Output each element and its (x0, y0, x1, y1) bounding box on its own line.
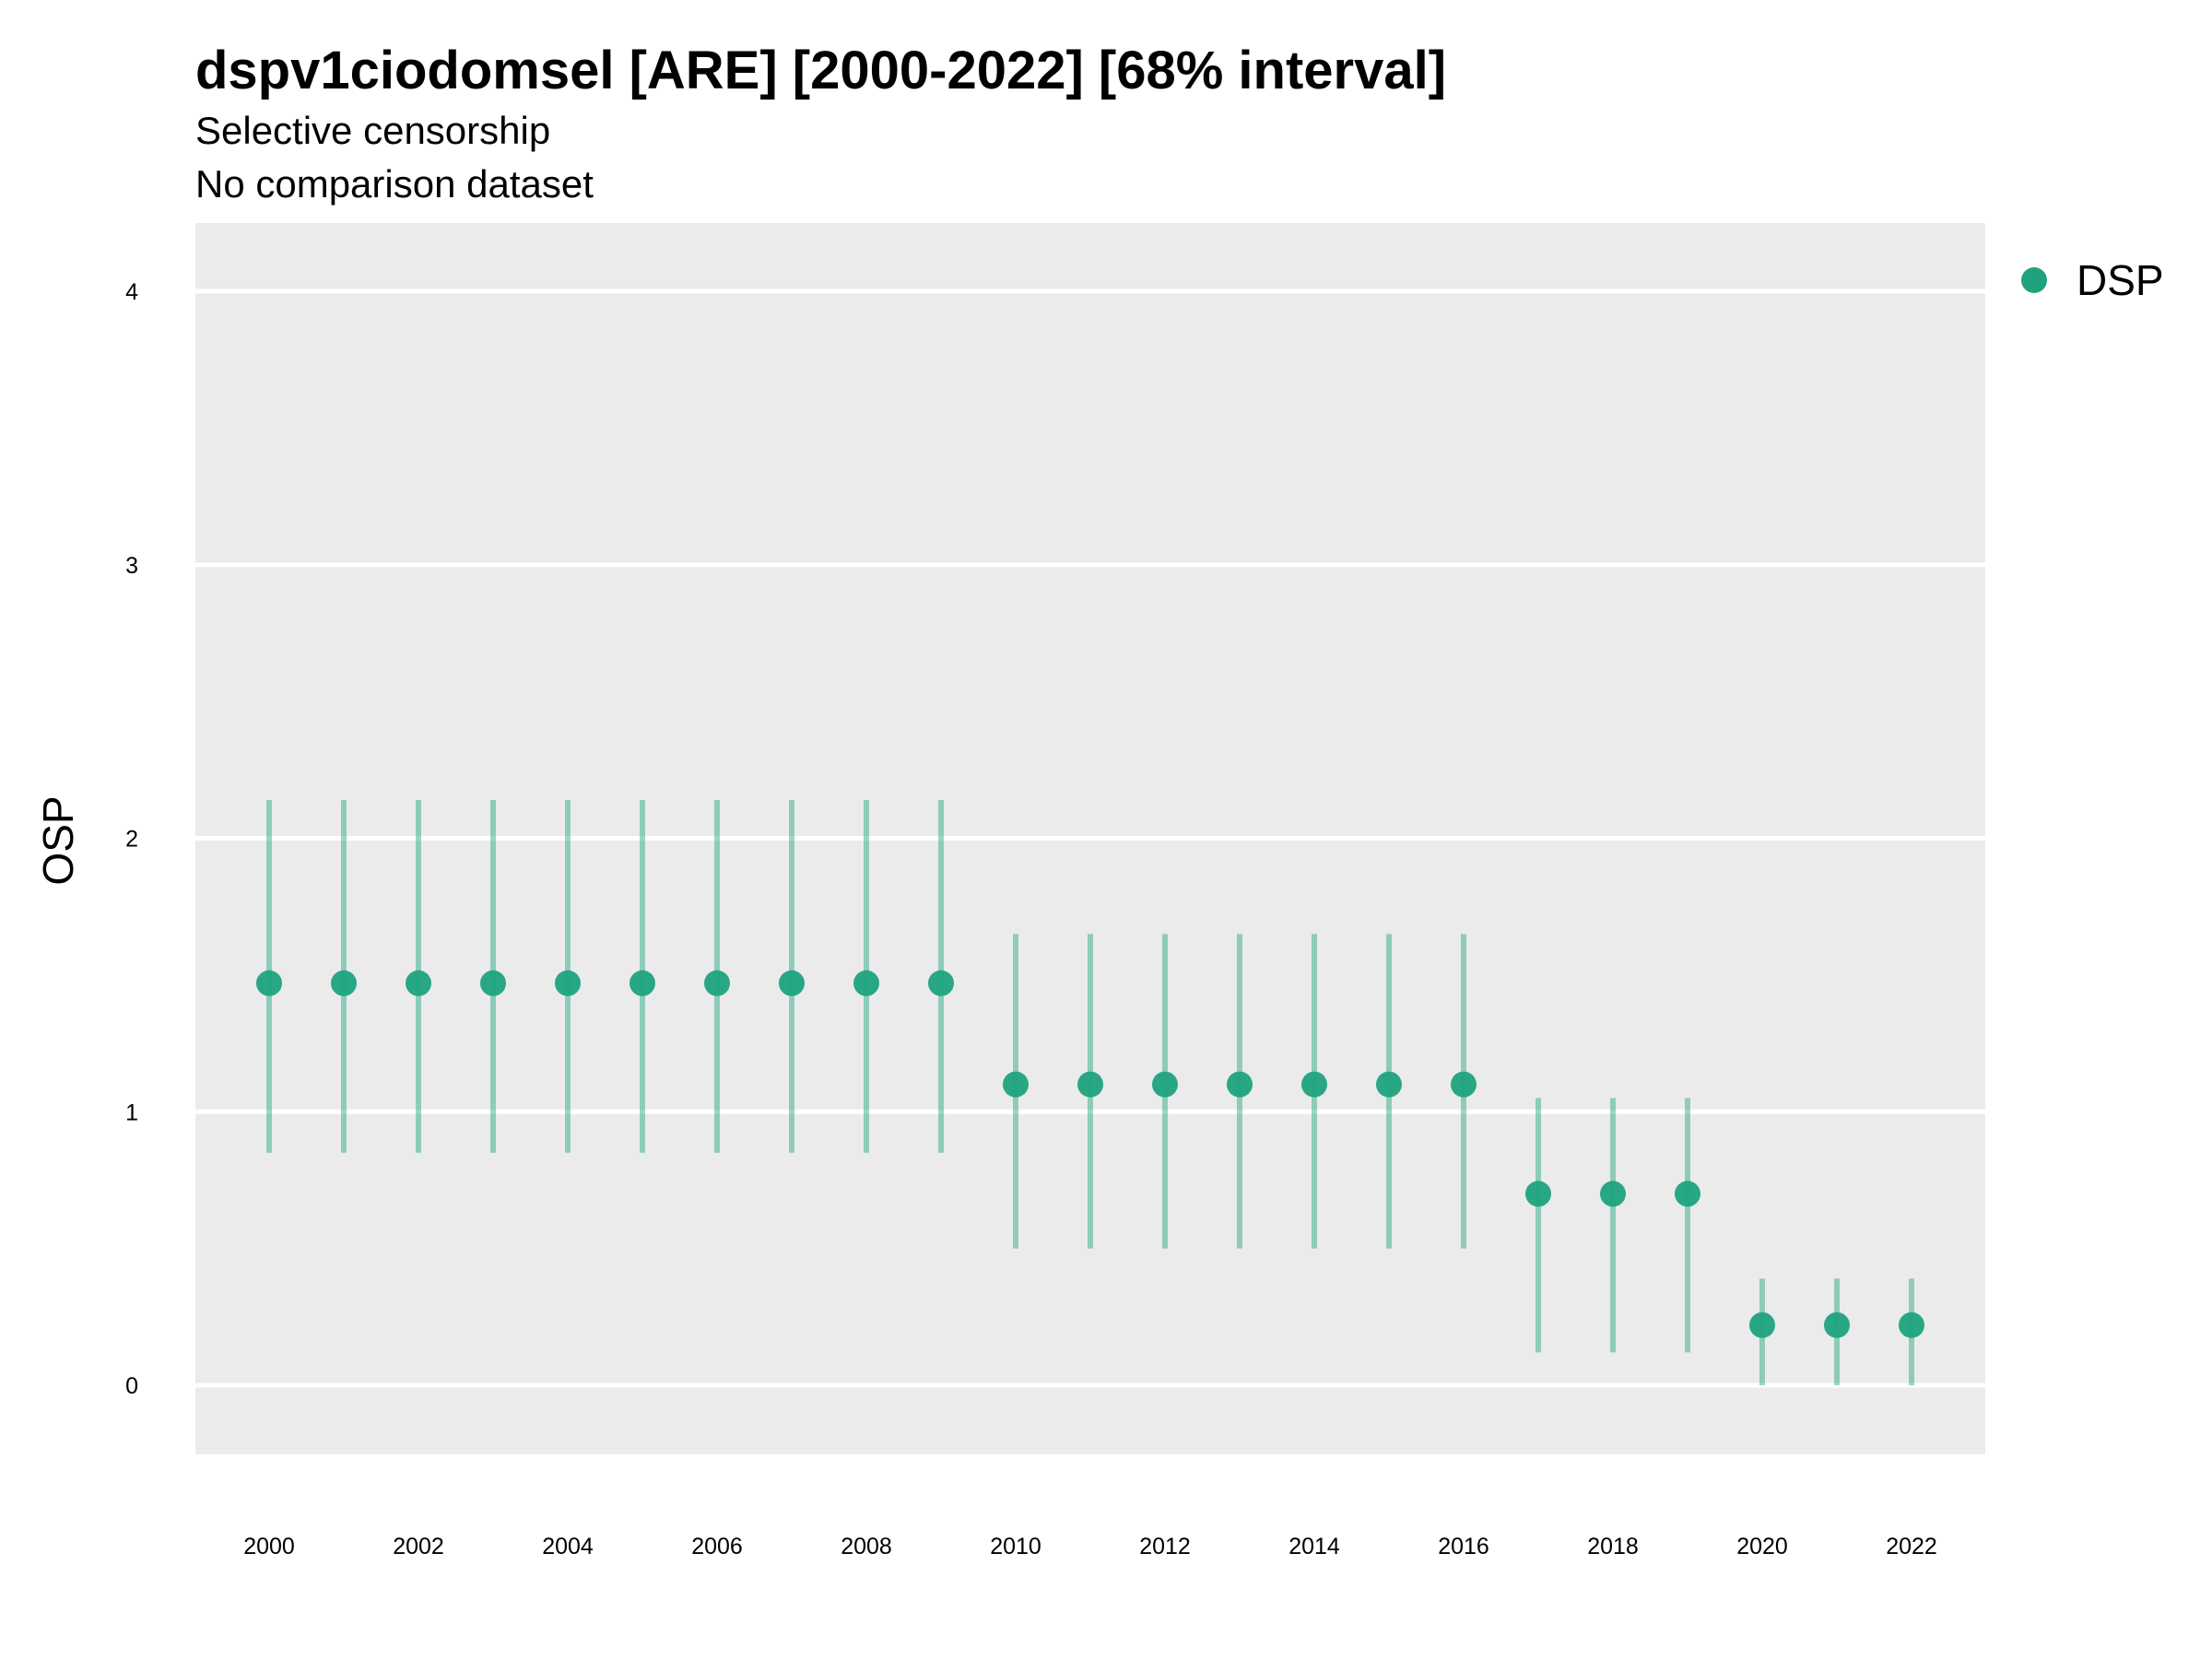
legend: DSP (2021, 256, 2164, 304)
data-point-2005 (629, 970, 655, 996)
y-tick-label: 3 (125, 553, 138, 579)
data-point-2017 (1525, 1181, 1551, 1207)
data-point-2001 (331, 970, 357, 996)
data-point-2007 (779, 970, 805, 996)
data-point-2002 (406, 970, 431, 996)
data-point-2008 (853, 970, 879, 996)
x-axis-ticks: 2000 2002 2004 2006 2008 2010 2012 2014 2016 2018… (243, 1534, 1937, 1559)
chart-subtitle: Selective censorship (195, 109, 550, 152)
data-point-2000 (256, 970, 282, 996)
x-tick-label: 2008 (841, 1534, 892, 1559)
data-point-2014 (1301, 1071, 1327, 1098)
x-tick-label: 2012 (1139, 1534, 1191, 1559)
x-tick-label: 2004 (542, 1534, 594, 1559)
data-point-2004 (555, 970, 581, 996)
data-point-2013 (1227, 1071, 1253, 1098)
x-tick-label: 2022 (1886, 1534, 1937, 1559)
legend-dsp-label: DSP (2077, 256, 2164, 304)
y-tick-label: 0 (125, 1373, 138, 1399)
x-tick-label: 2006 (691, 1534, 743, 1559)
data-point-2021 (1824, 1312, 1850, 1338)
y-axis-ticks: 0 1 2 3 4 (125, 279, 138, 1399)
x-tick-label: 2010 (990, 1534, 1041, 1559)
data-points (256, 970, 1924, 1338)
data-point-2020 (1749, 1312, 1775, 1338)
x-tick-label: 2016 (1438, 1534, 1489, 1559)
y-tick-label: 4 (125, 279, 138, 305)
data-point-2009 (928, 970, 954, 996)
y-tick-label: 2 (125, 827, 138, 853)
chart-subtitle-2: No comparison dataset (195, 162, 594, 206)
chart-title: dspv1ciodomsel [ARE] [2000-2022] [68% in… (195, 41, 1446, 100)
data-point-2003 (480, 970, 506, 996)
data-point-2018 (1600, 1181, 1626, 1207)
data-point-2010 (1003, 1071, 1029, 1098)
x-tick-label: 2018 (1587, 1534, 1639, 1559)
gridlines (195, 288, 1985, 1388)
data-point-2011 (1077, 1071, 1103, 1098)
legend-dsp-marker (2021, 267, 2047, 293)
data-point-2015 (1376, 1071, 1402, 1098)
data-point-2012 (1152, 1071, 1178, 1098)
y-axis-label: OSP (34, 795, 82, 885)
x-tick-label: 2014 (1288, 1534, 1340, 1559)
data-point-2019 (1675, 1181, 1700, 1207)
data-point-2016 (1451, 1071, 1477, 1098)
y-tick-label: 1 (125, 1100, 138, 1125)
x-tick-label: 2020 (1736, 1534, 1788, 1559)
data-point-2022 (1899, 1312, 1924, 1338)
x-tick-label: 2002 (393, 1534, 444, 1559)
data-point-2006 (704, 970, 730, 996)
x-tick-label: 2000 (243, 1534, 295, 1559)
